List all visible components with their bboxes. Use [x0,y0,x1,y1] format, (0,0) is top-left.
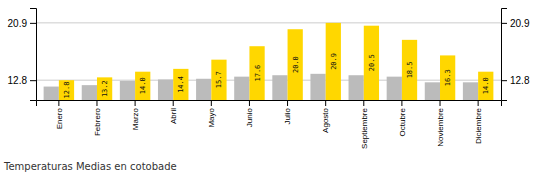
y-axis: 12.8 20.9 [8,9,37,101]
tick-label: Mayo [207,107,216,127]
data-label: 14.0 [139,77,147,94]
tick-mark [287,100,288,106]
grid [36,23,501,80]
data-label: 20.5 [368,54,376,71]
data-label: 20.0 [292,56,300,73]
data-label: 18.5 [406,61,414,78]
tick-label: 20.9 [510,18,530,29]
tick-mark [30,80,36,81]
tick: 12.8 [501,75,530,86]
tick-label: Septiembre [360,107,369,148]
tick-label: Octubre [398,107,407,136]
tick-label: Agosto [321,107,330,132]
bar [387,77,402,100]
bar [59,80,74,100]
tick-label: Enero [55,107,64,129]
bar [364,26,379,100]
tick-mark [501,23,507,24]
tick: Abril [169,100,178,124]
tick: 20.9 [8,18,36,29]
tick-mark [249,100,250,106]
tick: Agosto [321,100,330,133]
bar [173,69,188,100]
tick-mark [96,100,97,106]
tick: Septiembre [360,100,369,149]
tick: Julio [283,100,292,124]
tick-mark [211,100,212,106]
bar [97,77,112,100]
tick-mark [401,100,402,106]
tick: Diciembre [474,100,483,144]
axis-line [502,9,508,101]
chart: 12.8 20.9 12.8 20.9 Enero Febrero Marzo Abril Ma… [0,0,537,174]
bar [440,55,455,100]
plot: 12.8 20.9 12.8 20.9 Enero Febrero Marzo Abril Ma… [8,9,530,149]
axis-line [37,101,502,107]
x-axis: Enero Febrero Marzo Abril Mayo Junio Julio Agos… [37,100,502,149]
tick-mark [440,100,441,106]
tick-label: 12.8 [8,75,28,86]
bar [425,82,440,100]
tick-mark [363,100,364,106]
tick: Febrero [93,100,102,136]
tick-mark [501,80,507,81]
tick-mark [30,23,36,24]
tick-label: 20.9 [8,18,28,29]
bar [326,23,341,100]
tick-label: Febrero [93,107,102,136]
bars [44,23,494,100]
tick-mark [325,100,326,106]
bar [249,46,264,100]
data-label: 20.9 [330,53,338,70]
data-label: 14.0 [482,77,490,94]
tick: Mayo [207,100,216,128]
tick: Octubre [398,100,407,136]
data-label: 14.4 [177,76,185,93]
tick: 20.9 [501,18,530,29]
tick: 12.8 [8,75,36,86]
tick-label: 12.8 [510,75,530,86]
bar [463,82,478,100]
data-labels: 12.8 13.2 14.0 14.4 15.7 17.6 20.0 20.9 20.5 18.5… [63,53,490,99]
tick: Noviembre [436,100,445,147]
bar [402,40,417,100]
data-label: 13.2 [101,80,109,97]
bar [82,85,97,100]
bar [478,72,493,100]
tick-label: Noviembre [436,107,445,146]
tick-mark [478,100,479,106]
bar [135,72,150,100]
tick-label: Marzo [131,107,140,130]
bar [211,60,226,100]
title: Temperaturas Medias en cotobade [3,161,177,172]
data-label: 12.8 [63,82,71,99]
tick-mark [173,100,174,106]
bar [120,81,135,100]
data-label: 16.3 [444,69,452,86]
data-label: 17.6 [254,65,262,82]
axis-line [30,9,37,101]
tick-label: Diciembre [474,107,483,144]
bar [44,87,59,100]
tick: Junio [245,100,254,127]
tick-label: Abril [169,108,178,124]
grid-line [36,22,501,23]
tick-mark [58,100,59,106]
bar [234,77,249,100]
tick-label: Junio [245,107,254,127]
bar [196,79,211,100]
tick: Marzo [131,100,140,130]
tick-mark [135,100,136,106]
bar [288,29,303,100]
data-label: 15.7 [215,71,223,88]
bar-series [59,23,494,100]
tick-label: Julio [283,107,292,124]
bar [310,74,325,100]
tick: Enero [55,100,64,129]
bar [272,75,287,100]
bar [158,79,173,100]
bar [349,75,364,100]
y2-axis: 12.8 20.9 [501,9,530,101]
